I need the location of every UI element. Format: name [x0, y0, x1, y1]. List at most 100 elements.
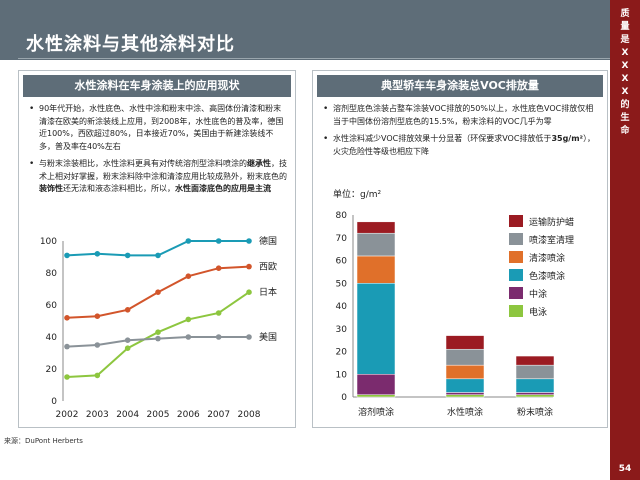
data-point [246, 263, 252, 270]
right-bullet-1: 溶剂型底色涂装占整车涂装VOC排放的50%以上，水性底色VOC排放仅相当于中国体… [323, 103, 599, 128]
x-tick-label: 2002 [56, 410, 79, 420]
data-point [215, 265, 222, 271]
series-label: 美国 [259, 331, 277, 343]
side-char: 量 [620, 22, 630, 32]
data-point [155, 289, 161, 295]
data-point [124, 345, 131, 351]
y-tick-label: 80 [46, 269, 58, 279]
right-panel-header: 典型轿车车身涂装总VOC排放量 [317, 75, 603, 97]
right-bullets: 溶剂型底色涂装占整车涂装VOC排放的50%以上，水性底色VOC排放仅相当于中国体… [313, 97, 607, 158]
y-tick-label: 0 [51, 397, 57, 407]
data-point [215, 334, 222, 340]
left-bullet-2: 与粉末涂装相比，水性涂料更具有对传统溶剂型涂料喷涂的继承性，技术上相对好掌握，粉… [29, 158, 287, 196]
data-point [246, 334, 252, 340]
bar-segment [356, 255, 396, 284]
bar-segment [445, 392, 485, 395]
y-tick-label: 20 [336, 348, 348, 358]
left-bullet-2-text-c: 还无法和液态涂料相比，所以， [63, 184, 175, 193]
legend-swatch [509, 251, 523, 263]
y-tick-label: 60 [336, 257, 348, 267]
legend-swatch [509, 287, 523, 299]
left-bullet-2-bold-c: 水性面漆底色的应用是主流 [175, 184, 271, 193]
x-category-label: 粉末喷涂 [517, 406, 553, 418]
side-char: 的 [620, 100, 630, 110]
data-point [64, 343, 70, 350]
left-bullets: 90年代开始，水性底色、水性中涂和粉末中涂、高固体份清漆和粉末清漆在欧美的新涂装… [19, 97, 295, 196]
right-bullet-2-text-b: ），火灾危险性等级也相应下降 [333, 134, 596, 156]
data-point [94, 313, 101, 319]
side-char: X [621, 87, 629, 97]
bar-segment [445, 378, 485, 393]
bar-segment [515, 394, 555, 398]
legend-swatch [509, 233, 523, 245]
left-bullet-2-text-a: 与粉末涂装相比，水性涂料更具有对传统溶剂型涂料喷涂的 [39, 159, 247, 168]
legend-swatch [509, 305, 523, 317]
bar-segment [356, 394, 396, 398]
data-point [185, 334, 192, 340]
x-tick-label: 2008 [238, 410, 261, 420]
page-title: 水性涂料与其他涂料对比 [26, 34, 235, 55]
x-tick-label: 2003 [86, 410, 109, 420]
left-panel-header: 水性涂料在车身涂装上的应用现状 [23, 75, 291, 97]
series-label: 西欧 [259, 261, 277, 273]
bar-segment [356, 221, 396, 234]
y-tick-label: 0 [341, 393, 347, 403]
y-tick-label: 40 [336, 302, 348, 312]
right-panel: 典型轿车车身涂装总VOC排放量 溶剂型底色涂装占整车涂装VOC排放的50%以上，… [312, 70, 608, 428]
data-point [185, 316, 192, 323]
side-char: X [621, 61, 629, 71]
bar-segment [356, 374, 396, 395]
left-bullet-2-bold-a: 继承性 [247, 159, 271, 168]
y-tick-label: 80 [336, 211, 348, 221]
x-category-label: 溶剂喷涂 [358, 406, 394, 418]
y-tick-label: 50 [336, 279, 348, 289]
left-bullet-1: 90年代开始，水性底色、水性中涂和粉末中涂、高固体份清漆和粉末清漆在欧美的新涂装… [29, 103, 287, 153]
data-point [185, 238, 192, 244]
bar-segment [515, 392, 555, 395]
data-point [246, 289, 252, 295]
chart-unit-label: 单位：g/m² [333, 190, 382, 200]
legend-label: 喷漆室清理 [529, 234, 574, 246]
x-tick-label: 2007 [207, 410, 230, 420]
data-point [94, 251, 101, 257]
data-point [124, 307, 131, 313]
x-tick-label: 2005 [147, 410, 170, 420]
legend-label: 清漆喷涂 [529, 252, 565, 264]
side-char: 生 [620, 113, 630, 123]
y-tick-label: 10 [336, 370, 348, 380]
y-tick-label: 100 [40, 237, 57, 247]
side-char: 是 [620, 35, 630, 45]
y-tick-label: 40 [46, 333, 58, 343]
side-char: 质 [620, 9, 630, 19]
bar-segment [515, 355, 555, 366]
data-point [124, 252, 131, 259]
data-point [94, 342, 101, 348]
bar-segment [445, 348, 485, 366]
left-bullet-2-bold-b: 装饰性 [39, 184, 63, 193]
data-point [215, 310, 222, 316]
series-label: 德国 [259, 235, 277, 247]
y-tick-label: 60 [46, 301, 58, 311]
data-point [64, 252, 70, 259]
data-point [155, 252, 161, 259]
legend-label: 色漆喷涂 [529, 270, 565, 282]
x-tick-label: 2004 [116, 410, 139, 420]
y-tick-label: 70 [336, 234, 348, 244]
left-panel: 水性涂料在车身涂装上的应用现状 90年代开始，水性底色、水性中涂和粉末中涂、高固… [18, 70, 296, 428]
right-bullet-2: 水性涂料减少VOC排放效果十分显著（环保要求VOC排放低于35g/m²），火灾危… [323, 133, 599, 158]
bar-segment [356, 232, 396, 257]
legend-swatch [509, 215, 523, 227]
page-number: 54 [618, 464, 632, 474]
bar-segment [445, 394, 485, 398]
x-category-label: 水性喷涂 [447, 406, 483, 418]
bar-segment [445, 364, 485, 380]
bar-segment [515, 378, 555, 393]
data-point [185, 273, 192, 279]
legend-swatch [509, 269, 523, 281]
x-tick-label: 2006 [177, 410, 200, 420]
legend-label: 电泳 [529, 306, 547, 318]
series-label: 日本 [259, 286, 277, 298]
legend-label: 运输防护蜡 [529, 216, 574, 228]
